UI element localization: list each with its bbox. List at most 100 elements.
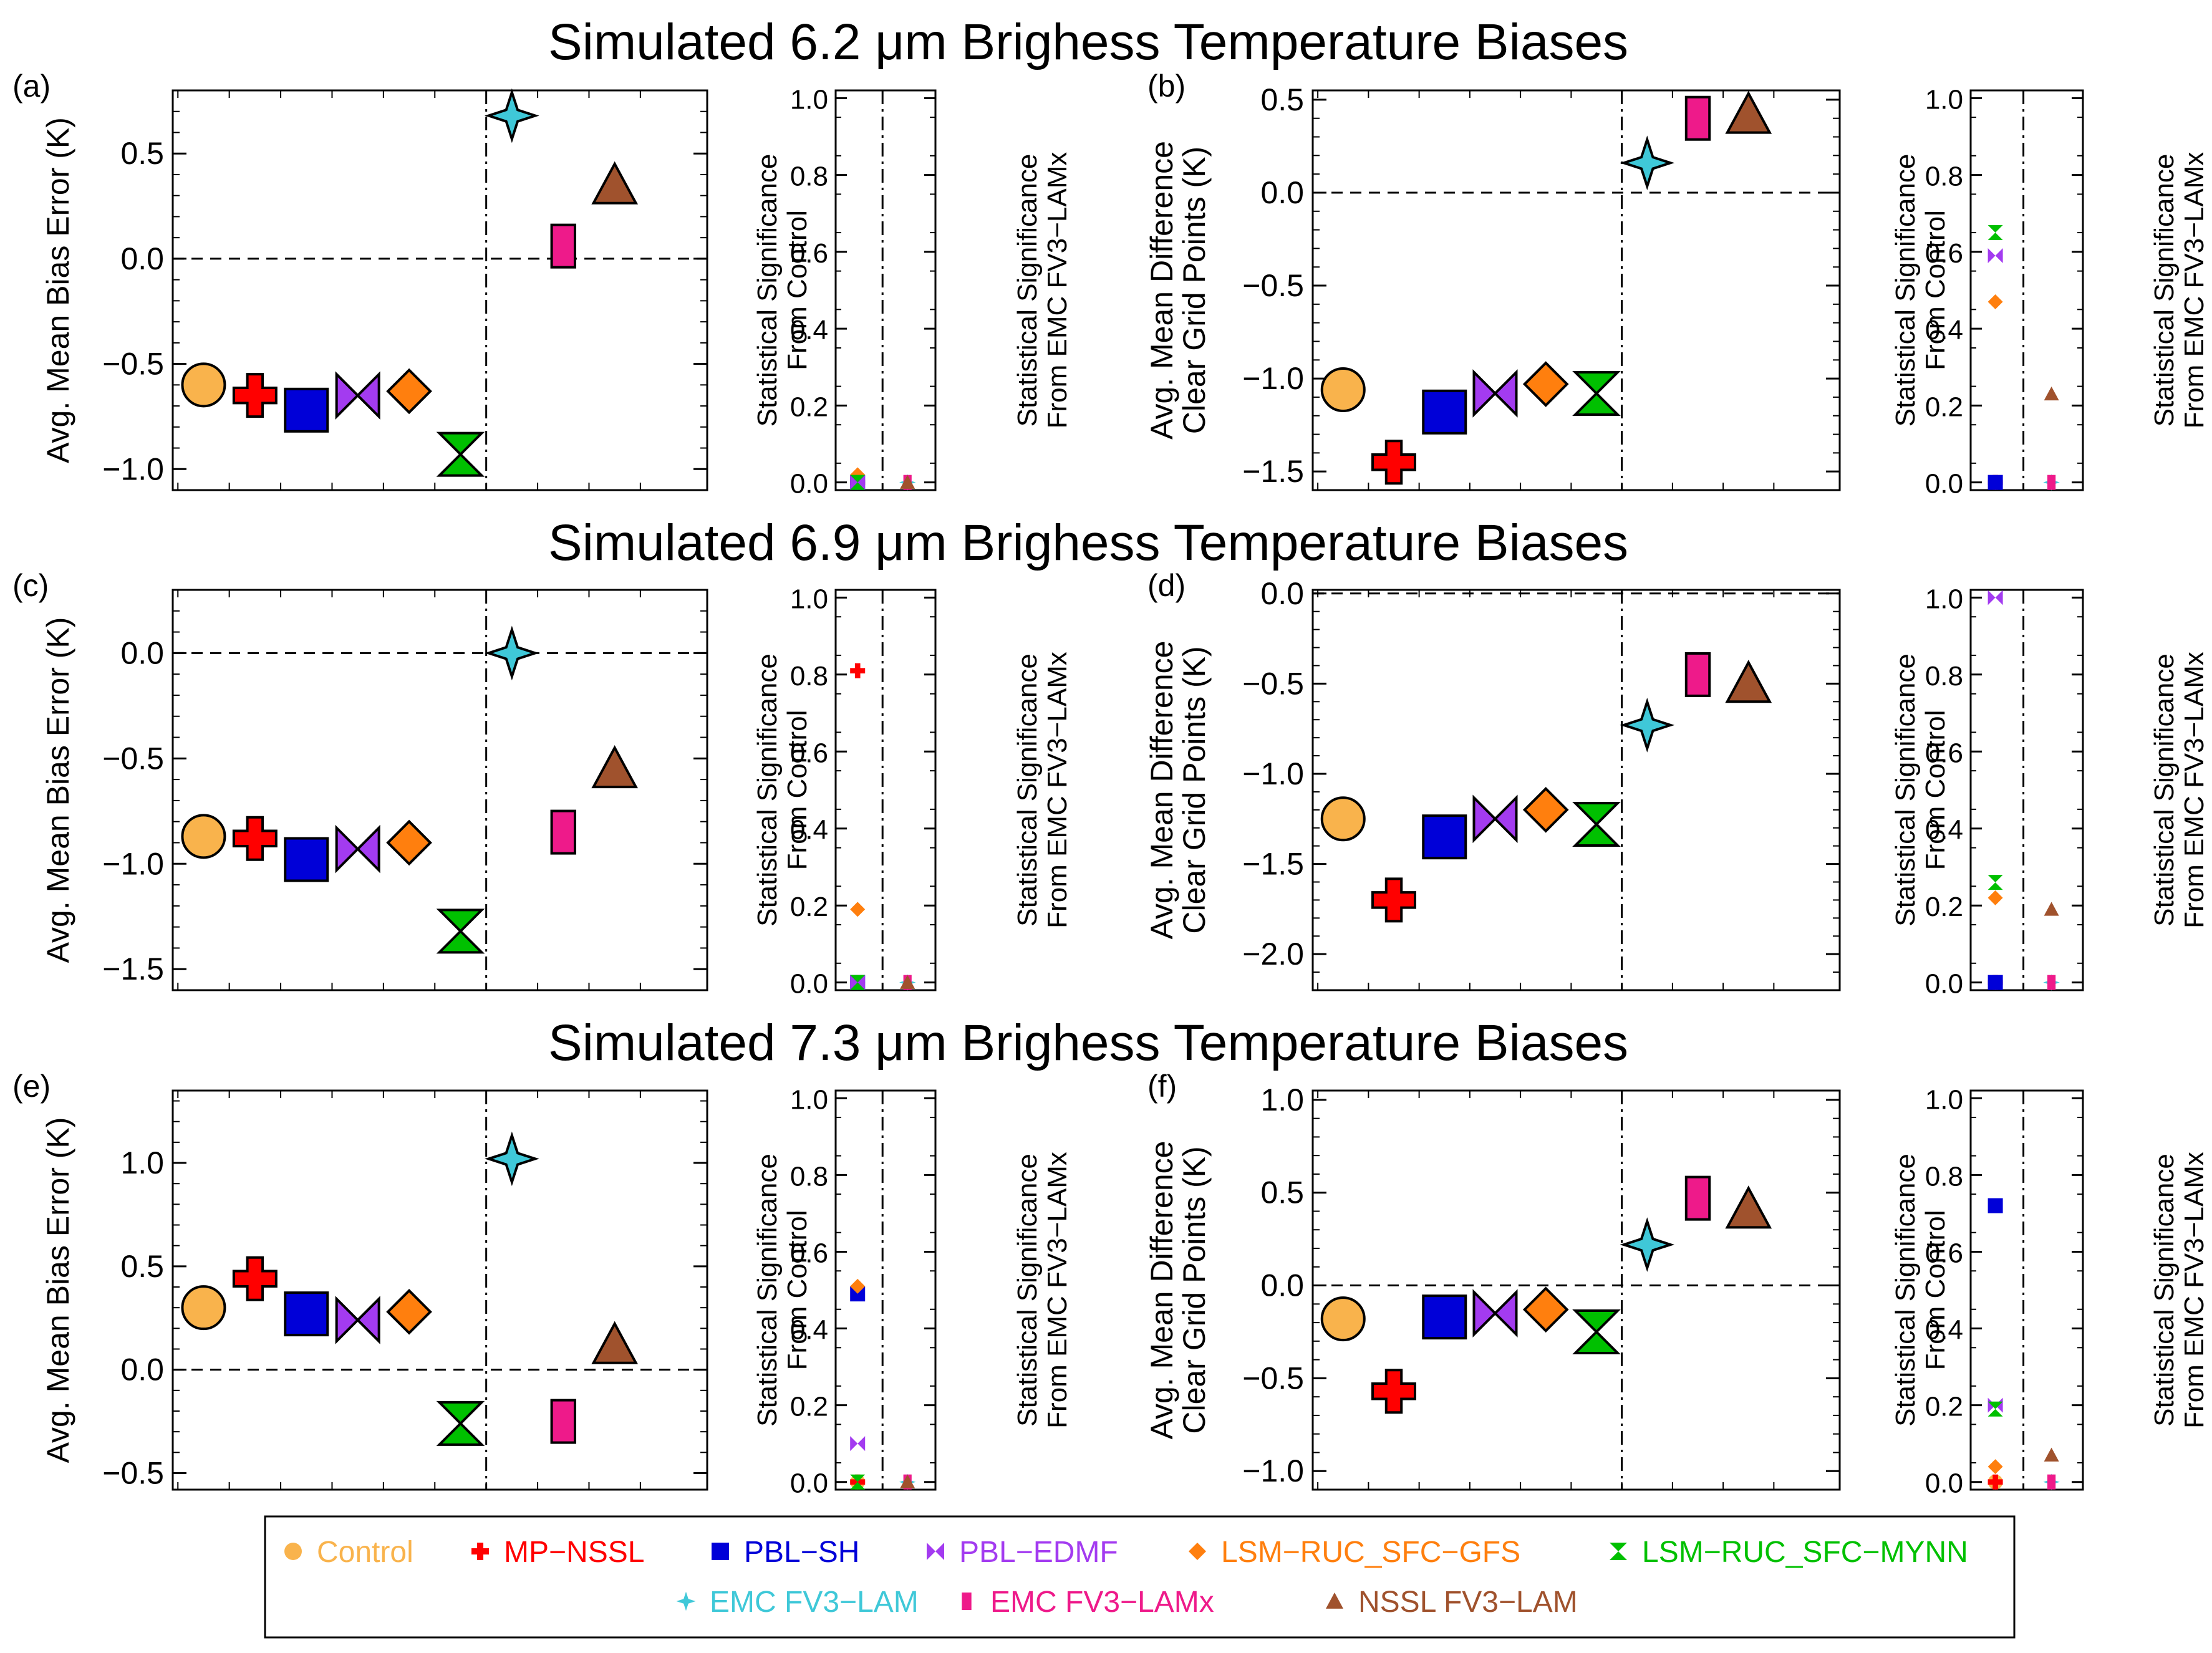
- y-tick-label: 0.5: [1260, 1175, 1304, 1210]
- sig-point-lsm-ruc-sfc-gfs: [850, 1278, 866, 1294]
- y-tick-label: 0.0: [120, 635, 164, 670]
- point-emc-fv3-lam: [1620, 698, 1675, 753]
- panel-label: (c): [12, 568, 49, 603]
- sig-tick-label: 0.4: [790, 1315, 828, 1346]
- sig-axis-label: Statistical Significance: [2149, 653, 2180, 927]
- y-axis-label: Avg. Mean Bias Error (K): [41, 117, 75, 463]
- panel-e: (e) −0.5 0.0 0.5 1.0 Avg. Mean Bias Error (K)…: [12, 1069, 1073, 1499]
- panel-b: (b) −1.5 −1.0 −0.5 0.0 0.5 Avg. Mean Differenc…: [1144, 69, 2210, 499]
- y-axis-label: Avg. Mean Difference: [1144, 641, 1179, 940]
- legend-item-pbl-sh: PBL−SH: [712, 1536, 859, 1569]
- panel-label: (f): [1147, 1069, 1177, 1104]
- sig-point-nssl-fv3-lam: [900, 475, 915, 489]
- y-axis-label: Clear Grid Points (K): [1177, 147, 1212, 434]
- point-control: [1320, 1296, 1366, 1342]
- sig-frame: [834, 89, 937, 491]
- sig-axis-label: From Control: [782, 710, 813, 870]
- sig-tick-label: 0.6: [1925, 738, 1963, 768]
- point-pbl-edmf: [335, 824, 380, 874]
- y-tick-label: 0.5: [120, 1249, 164, 1284]
- sig-point-nssl-fv3-lam: [2044, 386, 2059, 401]
- y-axis-label: Clear Grid Points (K): [1177, 1146, 1212, 1434]
- sig-frame: [1969, 589, 2084, 991]
- legend-label: EMC FV3−LAM: [710, 1586, 919, 1619]
- sig-axis-label: From Control: [1920, 210, 1951, 370]
- sig-axis-label: From Control: [1920, 710, 1951, 870]
- sig-tick-label: 0.4: [1925, 1315, 1963, 1346]
- sig-axis-label: From Control: [1920, 1210, 1951, 1371]
- sig-tick-label: 0.8: [790, 161, 828, 192]
- sig-axis-label: From Control: [782, 1210, 813, 1371]
- sig-tick-label: 0.0: [790, 969, 828, 1000]
- legend-marker: [471, 1543, 489, 1560]
- sig-point-pbl-edmf: [1987, 590, 2003, 605]
- point-lsm-ruc-sfc-gfs: [1522, 1286, 1569, 1333]
- point-emc-fv3-lamx: [1684, 95, 1711, 141]
- legend-marker: [284, 1543, 302, 1560]
- y-tick-label: 0.0: [120, 1352, 164, 1387]
- legend-marker: [962, 1593, 972, 1610]
- y-axis-label: Avg. Mean Bias Error (K): [41, 1117, 75, 1463]
- sig-frame: [834, 589, 937, 991]
- sig-tick-label: 0.4: [790, 815, 828, 846]
- point-mp-nssl: [232, 373, 278, 418]
- main-frame: [1311, 1089, 1841, 1491]
- point-nssl-fv3-lam: [1725, 660, 1772, 703]
- legend-item-pbl-edmf: PBL−EDMF: [927, 1536, 1118, 1569]
- y-tick-label: −1.0: [102, 451, 164, 486]
- legend-marker: [712, 1543, 729, 1560]
- point-lsm-ruc-sfc-gfs: [1522, 786, 1569, 833]
- sig-tick-label: 1.0: [1925, 1084, 1963, 1115]
- y-tick-label: −0.5: [1242, 666, 1304, 701]
- legend-label: LSM−RUC_SFC−GFS: [1221, 1536, 1520, 1569]
- sig-tick-label: 0.4: [1925, 315, 1963, 345]
- sig-axis-label: From EMC FV3−LAMx: [1042, 652, 1073, 928]
- y-tick-label: −0.5: [102, 347, 164, 382]
- point-control: [1320, 796, 1366, 842]
- sig-tick-label: 0.2: [790, 892, 828, 922]
- y-tick-label: −0.5: [1242, 268, 1304, 303]
- sig-point-lsm-ruc-sfc-mynn: [850, 975, 866, 990]
- sig-point-pbl-sh: [1987, 975, 2003, 990]
- sig-frame: [1969, 89, 2084, 491]
- sig-point-pbl-edmf: [850, 1436, 866, 1452]
- sig-point-lsm-ruc-sfc-mynn: [1987, 225, 2003, 241]
- sig-tick-label: 0.8: [1925, 661, 1963, 692]
- point-lsm-ruc-sfc-mynn: [436, 908, 485, 954]
- legend-label: LSM−RUC_SFC−MYNN: [1642, 1536, 1968, 1569]
- sig-tick-label: 0.8: [1925, 1161, 1963, 1192]
- y-tick-label: −1.0: [102, 846, 164, 881]
- point-lsm-ruc-sfc-mynn: [1572, 1309, 1621, 1354]
- sig-axis-label: Statistical Significance: [1012, 154, 1043, 427]
- point-pbl-edmf: [1472, 369, 1518, 418]
- sig-axis-label: From EMC FV3−LAMx: [1042, 1152, 1073, 1429]
- point-pbl-sh: [1422, 1294, 1467, 1340]
- sig-tick-label: 1.0: [1925, 584, 1963, 614]
- sig-axis-label: Statistical Significance: [752, 154, 783, 427]
- y-tick-label: −1.5: [102, 952, 164, 986]
- point-lsm-ruc-sfc-mynn: [436, 1400, 485, 1446]
- sig-point-lsm-ruc-sfc-gfs: [1987, 890, 2003, 905]
- point-nssl-fv3-lam: [1725, 1185, 1772, 1229]
- point-emc-fv3-lamx: [550, 223, 576, 269]
- sig-tick-label: 0.2: [1925, 1392, 1963, 1422]
- sig-tick-label: 0.6: [1925, 1238, 1963, 1268]
- sig-tick-label: 0.0: [790, 1468, 828, 1499]
- legend-label: PBL−EDMF: [959, 1536, 1118, 1569]
- point-emc-fv3-lam: [485, 1131, 539, 1187]
- point-nssl-fv3-lam: [591, 161, 639, 205]
- point-pbl-edmf: [1472, 1289, 1518, 1338]
- sig-point-emc-fv3-lamx: [2047, 475, 2056, 490]
- panel-label: (e): [12, 1069, 51, 1104]
- sig-axis-label: Statistical Significance: [752, 1154, 783, 1427]
- sig-tick-label: 0.2: [790, 392, 828, 422]
- legend-label: NSSL FV3−LAM: [1358, 1586, 1578, 1619]
- point-pbl-edmf: [335, 371, 380, 420]
- point-lsm-ruc-sfc-gfs: [386, 368, 432, 415]
- legend-marker: [1610, 1543, 1627, 1560]
- legend-label: MP−NSSL: [504, 1536, 644, 1569]
- point-mp-nssl: [1371, 1369, 1416, 1414]
- sig-tick-label: 0.2: [790, 1392, 828, 1422]
- point-nssl-fv3-lam: [591, 1321, 639, 1364]
- point-lsm-ruc-sfc-mynn: [1572, 801, 1621, 847]
